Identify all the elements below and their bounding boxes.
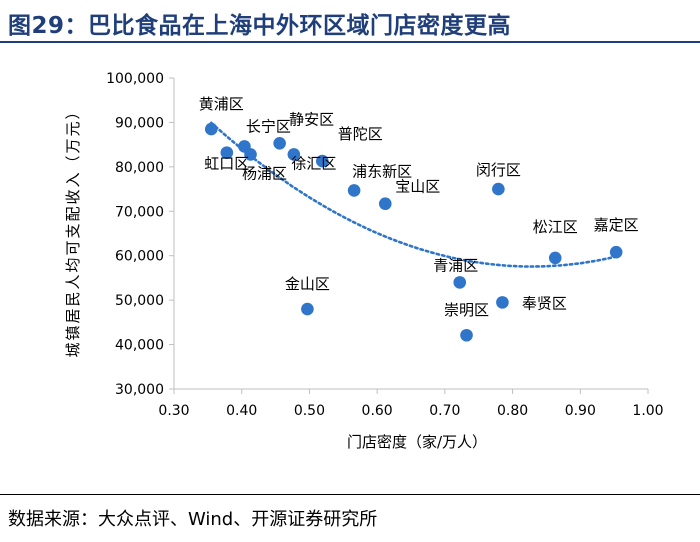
x-axis-label: 门店密度（家/万人） (347, 433, 487, 451)
y-tick-label: 70,000 (115, 204, 164, 220)
data-label: 徐汇区 (291, 154, 336, 172)
data-label: 闵行区 (476, 161, 521, 179)
data-point (496, 296, 509, 309)
data-label: 金山区 (285, 275, 330, 293)
data-point (548, 251, 562, 265)
data-label: 长宁区 (246, 117, 291, 135)
x-tick-label: 0.30 (158, 403, 189, 419)
data-point (378, 197, 392, 211)
x-tick-label: 0.70 (429, 403, 460, 419)
y-tick-label: 100,000 (106, 71, 164, 87)
data-point (347, 184, 361, 197)
data-point (220, 146, 234, 159)
data-point (287, 148, 301, 161)
figure-title: 图29：巴比食品在上海中外环区域门店密度更高 (8, 13, 512, 39)
data-label: 奉贤区 (522, 294, 567, 312)
y-tick-label: 60,000 (115, 249, 164, 265)
data-label: 松江区 (533, 218, 578, 236)
data-label: 青浦区 (433, 256, 478, 274)
data-label: 静安区 (289, 110, 334, 128)
data-label: 普陀区 (338, 125, 383, 143)
chart-axes: 30,000 40,000 50,000 60,000 70,000 80,000 90,0… (106, 71, 663, 419)
data-point (609, 245, 623, 259)
x-tick-label: 0.80 (497, 403, 528, 419)
data-source: 数据来源：大众点评、Wind、开源证券研究所 (8, 509, 378, 530)
y-tick-label: 90,000 (115, 115, 164, 131)
x-tick-label: 0.60 (362, 403, 393, 419)
data-point (273, 137, 286, 150)
data-point (492, 182, 505, 196)
x-tick-label: 0.90 (565, 403, 596, 419)
x-tick-label: 0.50 (294, 403, 325, 419)
x-tick-label: 0.40 (226, 403, 257, 419)
data-label: 崇明区 (444, 301, 489, 319)
data-point (301, 302, 314, 316)
data-point (453, 276, 467, 289)
y-axis-label: 城镇居民人均可支配收入（万元） (64, 102, 82, 357)
data-point (315, 154, 329, 168)
data-label: 嘉定区 (594, 216, 639, 234)
data-points (204, 122, 623, 342)
data-label: 宝山区 (395, 178, 440, 196)
data-point (204, 122, 218, 136)
data-label: 虹口区 (204, 155, 249, 173)
y-tick-label: 80,000 (115, 160, 164, 176)
data-point (244, 148, 257, 161)
x-tick-label: 1.00 (632, 403, 663, 419)
data-point (460, 328, 473, 342)
trend-line (209, 121, 618, 268)
data-label: 浦东新区 (352, 162, 412, 180)
title-underline (0, 41, 700, 43)
y-tick-label: 40,000 (115, 338, 164, 354)
data-label: 黄浦区 (199, 95, 244, 113)
y-tick-label: 50,000 (115, 293, 164, 309)
y-tick-label: 30,000 (115, 382, 164, 398)
data-label: 杨浦区 (242, 164, 287, 182)
footer-divider (0, 494, 700, 495)
scatter-chart: 30,000 40,000 50,000 60,000 70,000 80,000 90,0… (64, 71, 664, 451)
